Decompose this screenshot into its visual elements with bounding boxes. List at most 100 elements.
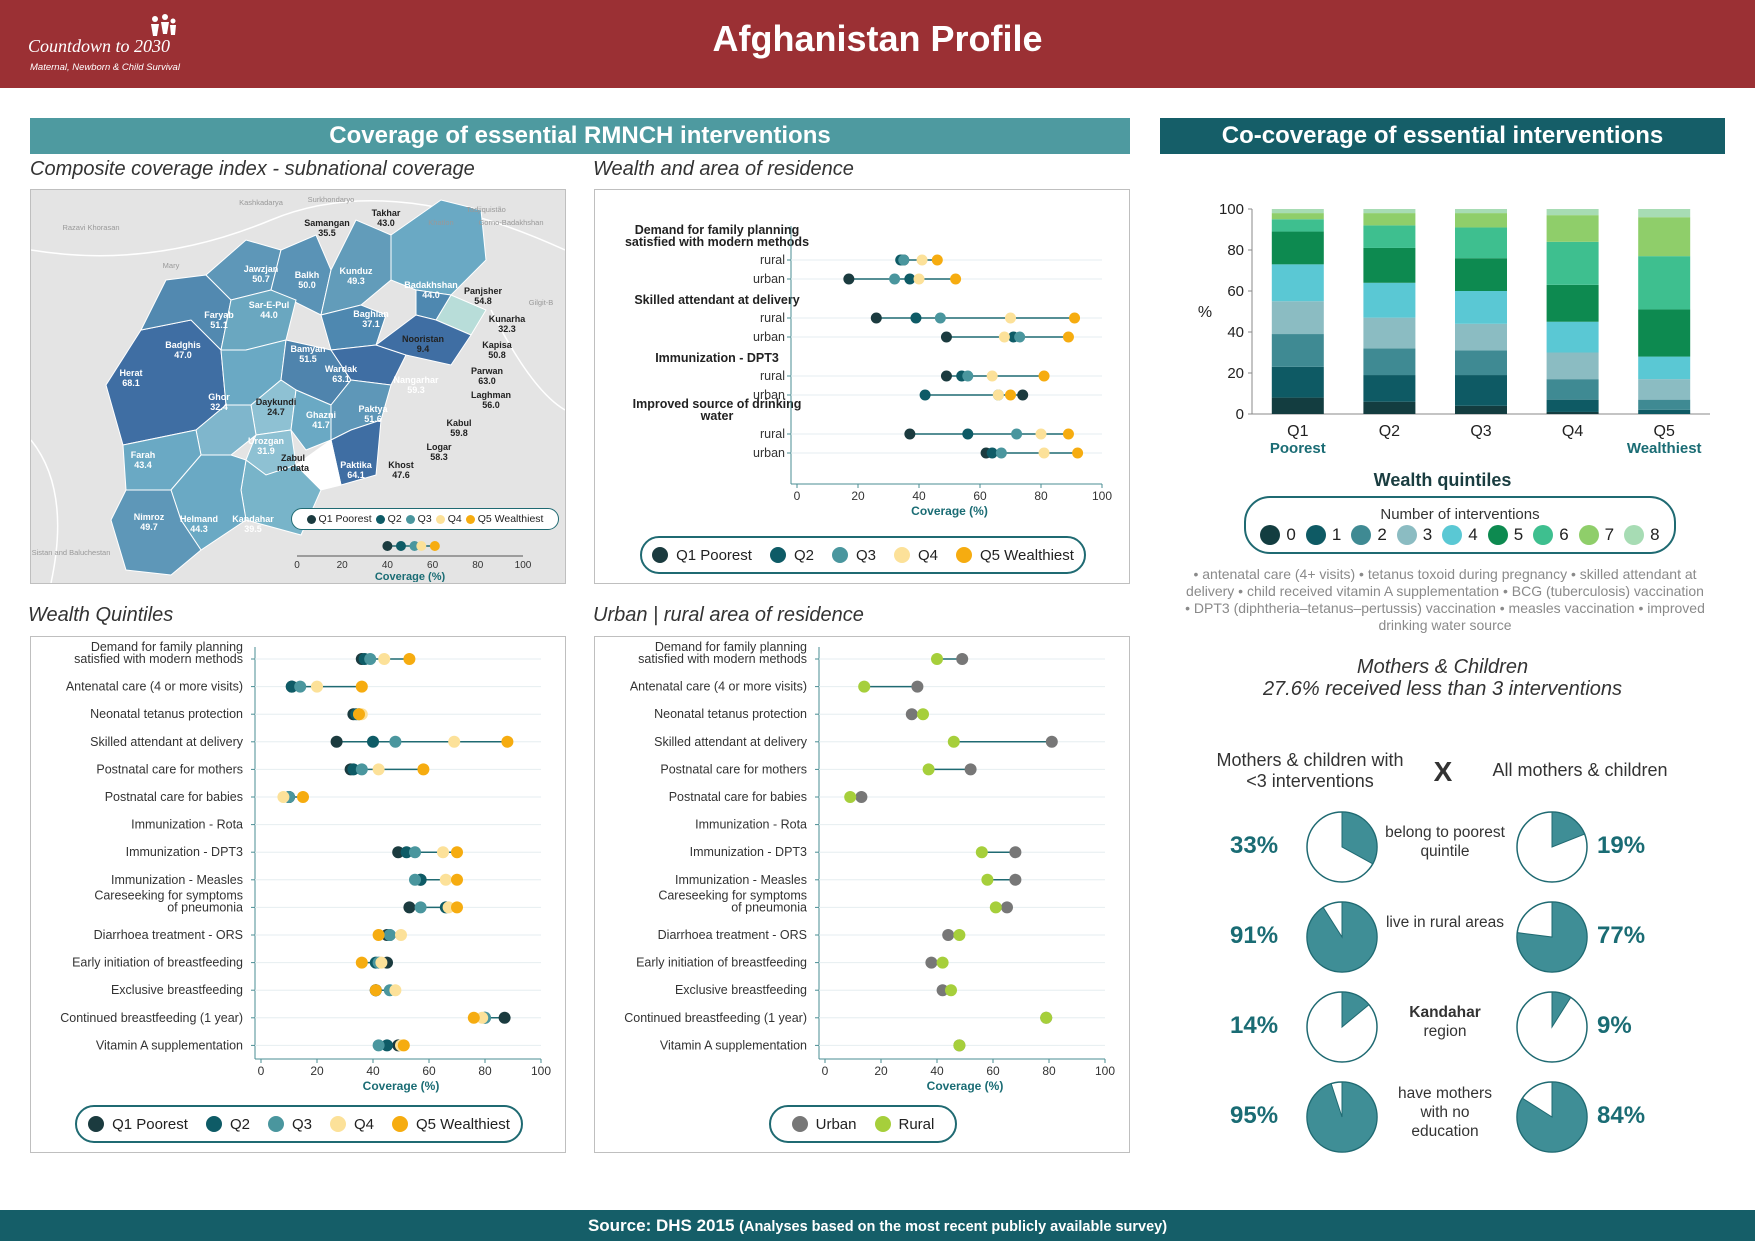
province-name: Helmand [180,514,218,524]
pie-slice [1516,901,1588,973]
mothers-children-subtitle: 27.6% received less than 3 interventions [1262,678,1623,700]
legend-item: Q2 [205,1115,250,1133]
x-tick-label: 80 [1042,1064,1056,1078]
province-value: 47.0 [174,350,192,360]
logo-subtitle: Maternal, Newborn & Child Survival [30,62,180,73]
dot-q5-wealthiest [950,273,962,285]
pie-right-percent: 9% [1597,1012,1632,1039]
x-tick-label: 80 [472,560,484,571]
dot-q3 [995,447,1007,459]
province-name: Zabul [281,453,305,463]
dot-q1-poorest [843,273,855,285]
x-tick-label: 100 [515,560,532,571]
legend-label: 3 [1422,524,1433,544]
province-name: Samangan [304,218,350,228]
bar-segment-1 [1363,375,1416,402]
dot-rural [844,791,857,803]
bar-segment-2 [1363,348,1416,376]
pie-right-percent: 77% [1597,922,1646,949]
bar-segment-3 [1271,301,1324,335]
legend-label: 4 [1468,524,1478,544]
pie-slice [1306,1081,1378,1153]
province-name: Kapisa [482,340,513,350]
province-value: 37.1 [362,319,380,329]
province-value: 32.4 [210,402,228,412]
logo-figures-icon [151,14,176,36]
legend-swatch [893,547,910,563]
legend-label: Q1 Poorest [112,1115,188,1133]
dot-q1-poorest [904,428,916,440]
legend-label: Q4 [917,546,938,564]
bar-segment-1 [1546,399,1599,412]
row-label: urban [753,330,785,344]
dot-urban [855,791,868,803]
bar-segment-6 [1638,256,1691,310]
province-value: 58.3 [430,452,448,462]
dot-q4 [389,984,402,997]
row-label: Immunization - Measles [675,873,807,887]
interventions-legend: Number of interventions 0 1 2 3 4 5 6 7 8 [1244,496,1676,554]
bar-segment-7 [1363,213,1416,226]
row-label: of pneumonia [731,900,807,914]
dot-q3 [383,929,396,941]
province-value: 49.7 [140,522,158,532]
legend-label: 6 [1559,524,1569,544]
bar-segment-3 [1638,379,1691,400]
row-label: urban [753,388,785,402]
province-value: 49.3 [347,276,365,286]
row-label: Immunization - Rota [695,818,807,832]
province-name: Bamyan [290,344,325,354]
x-tick-label: Q4 [1562,423,1583,440]
dot-rural [936,956,949,969]
province-name: Daykundi [256,397,297,407]
dot-urban [905,708,918,721]
province-value: 44.0 [422,290,440,300]
bar-segment-5 [1638,309,1691,357]
dot-rural [922,763,935,776]
map-coverage-strip: 0 20 40 60 80 100 Coverage (%) [294,541,532,582]
row-label: Continued breastfeeding (1 year) [624,1011,807,1025]
legend-item: Urban [791,1116,857,1133]
legend-item: Q2 [375,513,402,525]
province-value: 51.5 [299,354,317,364]
x-tick-label: 0 [822,1064,829,1078]
dot-q5-wealthiest [501,735,514,748]
pie-chart [1306,991,1378,1063]
dot-q5-wealthiest [451,873,463,886]
pie-chart [1306,1081,1378,1153]
dot-rural [917,708,929,721]
dot-q5-wealthiest [429,541,440,551]
dot-q1-poorest [392,846,405,859]
pie-slice [1306,901,1378,973]
legend-label: Q4 [353,1115,374,1133]
legend-swatch [1533,524,1554,545]
legend-label: 5 [1513,524,1524,544]
dot-q4 [378,653,391,665]
x-tick-label: 60 [986,1064,1000,1078]
bar-segment-4 [1638,356,1691,380]
bar-segment-4 [1363,282,1416,318]
dot-q5-wealthiest [355,680,368,693]
x-tick-label: 20 [310,1064,324,1078]
x-tick-label: Q5 [1654,423,1675,440]
dot-q1-poorest [940,370,952,382]
legend-label: Q2 [229,1115,250,1133]
bar-segment-6 [1363,225,1416,248]
legend-label: Q5 Wealthiest [979,546,1074,564]
wealth-quintiles-panel: Demand for family planning satisfied with… [30,636,566,1153]
dot-q4 [311,680,323,693]
cocoverage-banner: Co-coverage of essential interventions [1160,118,1725,154]
dot-q3 [889,273,901,285]
x-axis-label: Coverage (%) [375,571,446,582]
province-value: 59.8 [450,428,468,438]
dot-q1-poorest [403,901,416,914]
legend-swatch [1351,524,1372,545]
row-label: Immunization - Rota [131,818,243,832]
dot-q5-wealthiest [1038,370,1050,382]
bar-segment-3 [1455,323,1507,351]
dot-q3 [355,763,368,776]
dot-q2 [395,541,406,551]
dot-q2 [367,735,379,748]
legend-item: 2 [1351,524,1387,545]
x-tick-label: 80 [1034,489,1048,503]
